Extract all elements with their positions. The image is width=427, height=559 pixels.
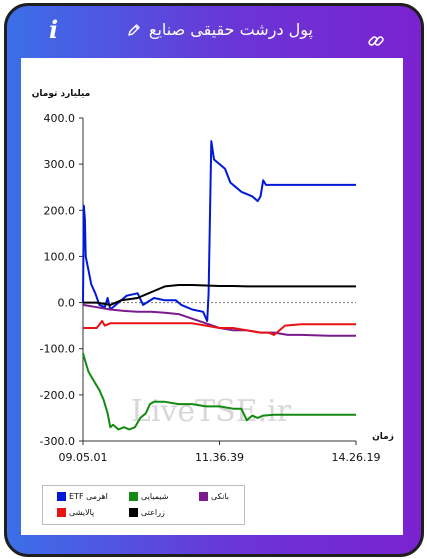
y-tick-label: 200.0 [44,204,76,217]
legend-item-agriculture[interactable]: زراعتی [129,508,165,517]
legend-label: شیمیایی [141,492,169,501]
info-icon[interactable]: i [49,15,59,44]
series-layer [82,140,356,431]
app-frame: i پول درشت حقیقی صنایع میلیارد تومان زما… [4,3,424,557]
legend-label: زراعتی [141,508,165,517]
legend-swatch [57,492,66,501]
title-group: پول درشت حقیقی صنایع [127,20,313,39]
legend-label: بانکی [211,492,229,501]
y-tick-label: 300.0 [44,158,76,171]
series-line-refinery[interactable] [83,320,356,336]
legend-swatch [129,492,138,501]
x-tick-label: 11.36.39 [195,451,244,464]
legend-label: پالایشی [69,508,95,517]
chart-panel: میلیارد تومان زمان LiveTSE.ir 400.0 300.0… [21,58,403,535]
series-line-etf[interactable] [82,140,356,322]
series-line-agriculture[interactable] [83,284,356,306]
legend-item-refinery[interactable]: پالایشی [57,508,94,517]
page-title: پول درشت حقیقی صنایع [148,20,313,39]
link-icon[interactable] [367,32,385,50]
y-axis-label: میلیارد تومان [32,89,91,99]
legend-swatch [57,508,66,517]
axes: 400.0 300.0 200.0 100.0 0.0 -100.0 -200.0 -300.… [40,112,381,464]
series-line-bank[interactable] [82,303,356,337]
y-tick-label: 0.0 [58,297,76,310]
y-tick-label: -100.0 [40,343,75,356]
series-line-chemical[interactable] [82,353,356,431]
x-axis-label: زمان [372,432,394,442]
legend-item-bank[interactable]: بانکی [199,492,229,501]
legend-item-etf[interactable]: اهرمی ETF [57,492,108,501]
x-tick-label: 14.26.19 [332,451,381,464]
header: i پول درشت حقیقی صنایع [7,6,421,58]
legend-label: اهرمی ETF [69,492,108,501]
y-tick-label: 100.0 [44,250,76,263]
legend-item-chemical[interactable]: شیمیایی [129,492,169,501]
pencil-icon[interactable] [127,23,141,37]
y-tick-label: -200.0 [40,389,75,402]
watermark: LiveTSE.ir [131,394,292,429]
legend: اهرمی ETF شیمیایی بانکی پالایشی زراعتی [42,485,245,525]
legend-swatch [129,508,138,517]
y-tick-label: -300.0 [40,435,75,448]
line-chart: میلیارد تومان زمان LiveTSE.ir 400.0 300.0… [32,89,394,464]
legend-swatch [199,492,208,501]
y-tick-label: 400.0 [44,112,76,125]
x-tick-label: 09.05.01 [59,451,108,464]
